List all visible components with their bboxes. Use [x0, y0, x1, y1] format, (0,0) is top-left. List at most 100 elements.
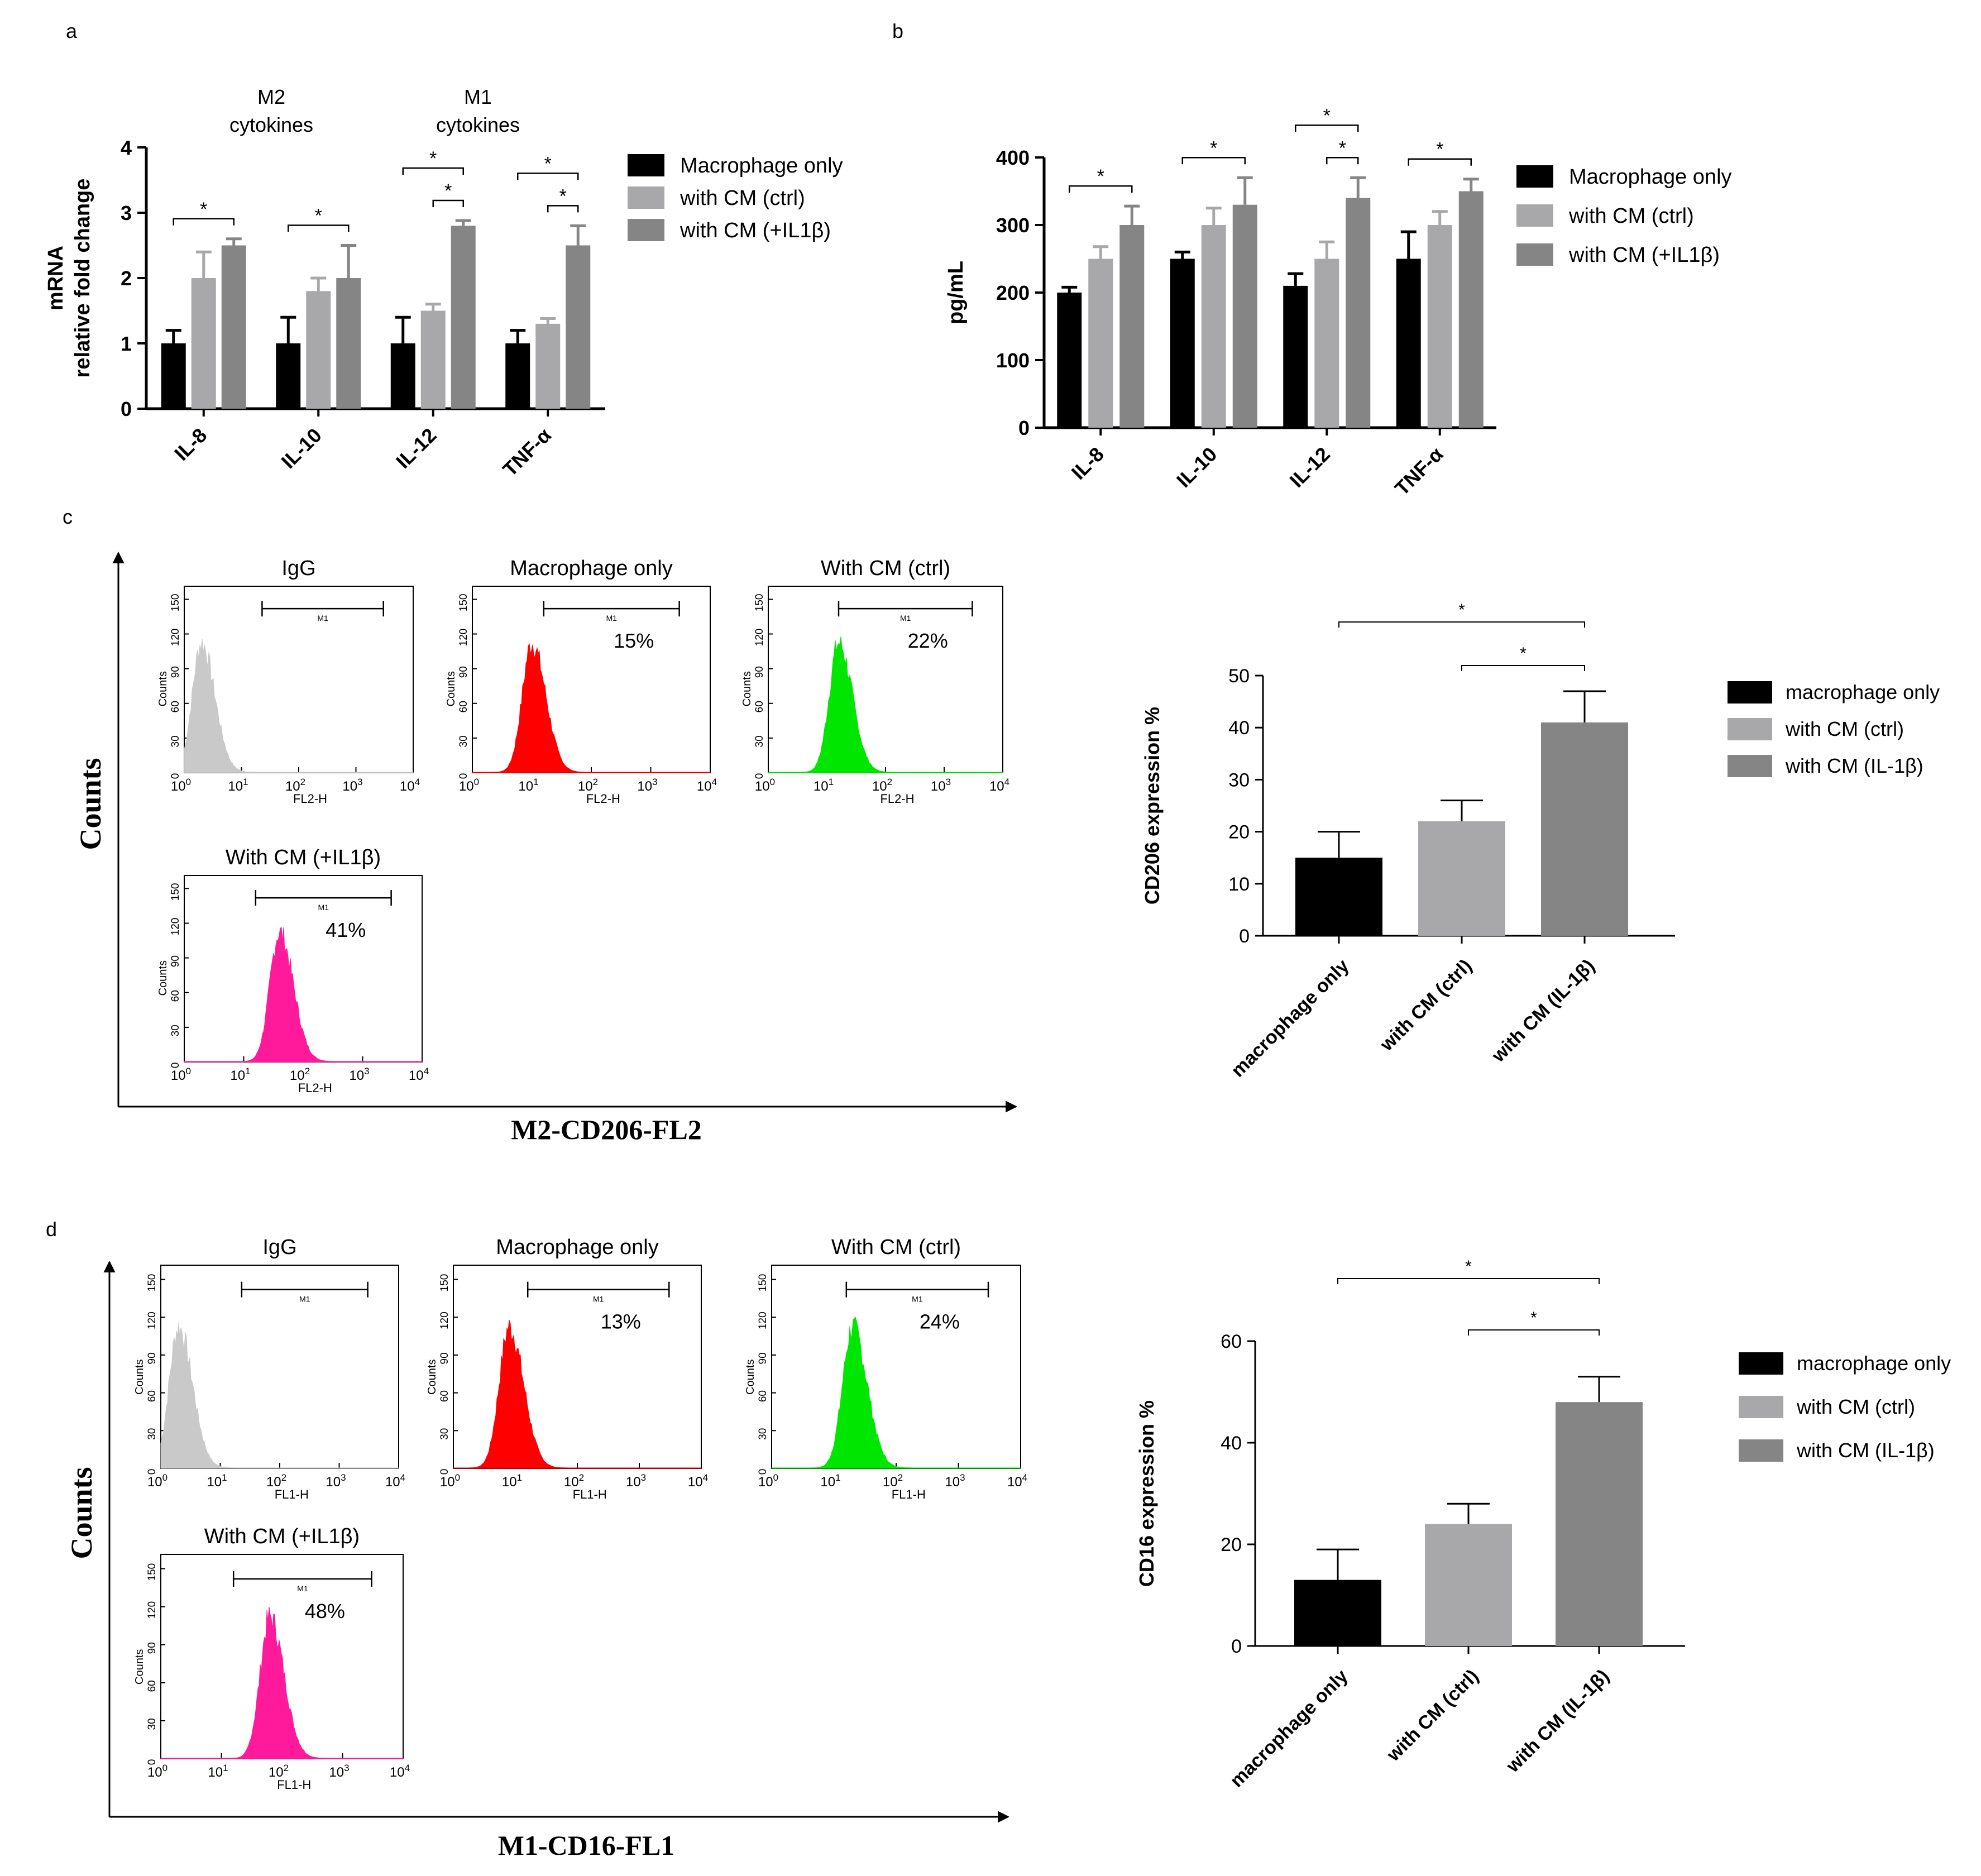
channel-label: FL2-H — [880, 792, 914, 806]
channel-label: FL1-H — [892, 1487, 926, 1501]
y-tick-label: 1 — [121, 332, 132, 355]
y-tick-label: 150 — [458, 594, 470, 612]
m1-subtitle: cytokines — [436, 113, 520, 136]
legend-swatch — [1739, 1439, 1783, 1462]
y-tick-label: 60 — [146, 1680, 158, 1692]
x-tick-label: with CM (IL-1β) — [1487, 955, 1599, 1067]
x-tick-label: 103 — [931, 777, 951, 794]
legend-swatch — [628, 154, 664, 176]
legend-label: with CM (ctrl) — [1796, 1395, 1915, 1418]
significance-bracket — [432, 199, 464, 208]
significance-bracket — [1461, 665, 1585, 671]
y-tick-label: 0 — [458, 773, 470, 779]
y-tick-label: 90 — [170, 955, 181, 967]
cluster-header-m1: M1 cytokines — [436, 85, 520, 136]
bar-1 — [1170, 259, 1195, 428]
significance-star: * — [1097, 166, 1104, 187]
significance-bracket — [402, 167, 464, 175]
legend-swatch — [1516, 204, 1553, 227]
y-tick-label: 150 — [170, 883, 181, 901]
histogram-title: Macrophage only — [510, 557, 673, 580]
histogram-y-label: Counts — [157, 671, 169, 706]
x-tick-label: 101 — [207, 1472, 227, 1490]
y-tick-label: 20 — [1228, 822, 1250, 843]
panel-label-c: c — [63, 505, 73, 528]
y-tick-label: 30 — [439, 1428, 451, 1440]
x-tick-label: 102 — [290, 1066, 310, 1083]
histogram-curve — [453, 1320, 702, 1469]
bar-3 — [336, 278, 361, 409]
x-tick-label: 100 — [459, 777, 479, 794]
y-axis-title: CD206 expression % — [1141, 707, 1164, 904]
significance-star: * — [1323, 105, 1331, 126]
y-tick-label: 60 — [757, 1390, 769, 1402]
x-tick-label: 104 — [989, 777, 1009, 794]
y-tick-label: 0 — [121, 398, 132, 420]
bar-2 — [1201, 225, 1226, 428]
legend-swatch — [1516, 243, 1553, 266]
significance-star: * — [1210, 137, 1217, 159]
y-tick-label: 0 — [1239, 926, 1250, 947]
flow-histogram: Macrophage only 0 30 60 90 120 150 Counts 100 101… — [426, 1236, 708, 1501]
x-tick-label: IL-8 — [170, 424, 211, 465]
flow-c-counts-label: Counts — [74, 758, 107, 850]
x-tick-label: 102 — [564, 1472, 584, 1490]
m2-subtitle: cytokines — [229, 113, 313, 136]
histogram-title: With CM (+IL1β) — [226, 846, 381, 869]
legend-label: with CM (+IL1β) — [1568, 243, 1720, 267]
y-tick-label: 150 — [170, 594, 181, 612]
bar-1 — [1396, 259, 1421, 428]
x-tick-label: IL-12 — [391, 424, 441, 473]
bar-1 — [1283, 285, 1308, 428]
legend-swatch — [1739, 1396, 1783, 1418]
bar-1 — [1295, 858, 1382, 936]
flow-histogram: IgG 0 30 60 90 120 150 Counts 100 101 102 103 104 FL1… — [133, 1236, 405, 1501]
significance-bracket — [1338, 621, 1585, 628]
x-tick-label: 100 — [147, 1472, 168, 1490]
significance-bracket — [1408, 158, 1472, 166]
significance-star: * — [1530, 1309, 1537, 1327]
significance-star: * — [200, 199, 207, 220]
flow-c-axis-title: M2-CD206-FL2 — [511, 1114, 702, 1145]
x-tick-label: 103 — [945, 1472, 965, 1490]
x-tick-label: 103 — [342, 777, 362, 794]
panel-label-b: b — [892, 20, 903, 42]
channel-label: FL2-H — [293, 792, 327, 806]
y-tick-label: 120 — [439, 1312, 451, 1329]
y-tick-label: 150 — [439, 1274, 451, 1292]
gate-percentage: 41% — [326, 918, 366, 941]
y-tick-label: 150 — [754, 594, 765, 612]
x-tick-label: 103 — [626, 1472, 646, 1490]
x-tick-label: 100 — [755, 777, 775, 794]
channel-label: FL1-H — [277, 1778, 311, 1792]
y-tick-label: 0 — [754, 773, 765, 779]
x-tick-label: 104 — [385, 1472, 405, 1490]
x-tick-label: 104 — [688, 1472, 708, 1490]
significance-star: * — [429, 148, 437, 169]
x-tick-label: 104 — [1007, 1472, 1027, 1490]
flow-histogram: Macrophage only 0 30 60 90 120 150 Counts 100 101… — [445, 557, 717, 806]
y-tick-label: 3 — [121, 202, 132, 224]
histogram-frame — [771, 1265, 1021, 1469]
y-tick-label: 30 — [754, 735, 765, 747]
significance-bracket — [1468, 1329, 1600, 1336]
bar-2 — [306, 291, 331, 409]
x-tick-label: 104 — [697, 777, 717, 794]
histogram-title: IgG — [281, 557, 315, 580]
histogram-title: With CM (+IL1β) — [204, 1525, 360, 1548]
y-tick-label: 300 — [996, 214, 1030, 237]
y-tick-label: 60 — [146, 1390, 158, 1402]
legend-label: macrophage only — [1797, 1352, 1951, 1375]
m2-title: M2 — [257, 85, 285, 108]
m1-title: M1 — [464, 85, 492, 108]
x-tick-label: 101 — [208, 1763, 228, 1780]
bar-3 — [221, 245, 246, 409]
y-tick-label: 0 — [170, 1063, 181, 1069]
y-axis-title: CD16 expression % — [1135, 1400, 1158, 1587]
y-tick-label: 30 — [146, 1718, 158, 1730]
gate-label: M1 — [593, 1295, 604, 1304]
significance-bracket — [1181, 157, 1246, 165]
legend-label: with CM (+IL1β) — [680, 219, 831, 242]
y-tick-label: 30 — [146, 1428, 158, 1440]
